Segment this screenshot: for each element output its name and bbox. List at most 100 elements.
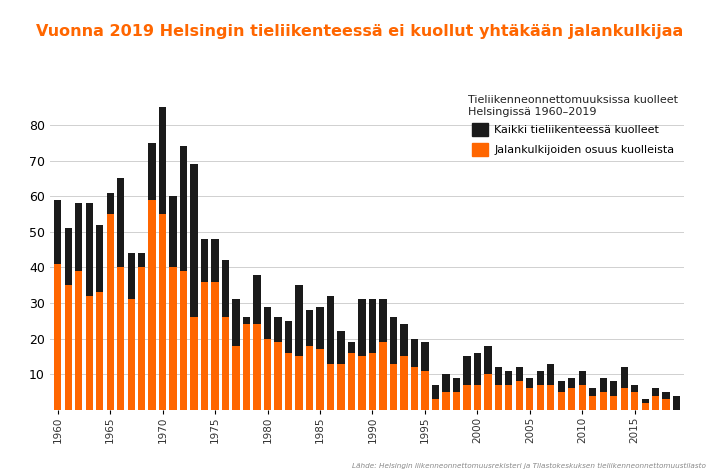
Bar [516,382,523,410]
Bar [453,392,460,410]
Bar [495,385,502,410]
Bar [621,367,628,410]
Bar [589,396,596,410]
Bar [568,389,575,410]
Bar [432,385,439,410]
Bar [410,339,418,410]
Bar [579,385,586,410]
Bar [54,200,61,410]
Bar [442,392,449,410]
Bar [191,317,198,410]
Bar [306,310,313,410]
Bar [359,357,366,410]
Bar [127,253,135,410]
Bar [327,364,334,410]
Bar [536,385,544,410]
Bar [201,282,208,410]
Bar [369,300,376,410]
Bar [274,342,282,410]
Bar [652,396,660,410]
Bar [295,285,302,410]
Bar [243,317,251,410]
Bar [316,349,324,410]
Bar [107,193,114,410]
Bar [222,260,229,410]
Bar [642,403,649,410]
Bar [400,357,408,410]
Bar [589,389,596,410]
Bar [117,268,125,410]
Bar [75,271,82,410]
Bar [75,203,82,410]
Bar [610,382,617,410]
Bar [516,367,523,410]
Bar [390,364,397,410]
Bar [285,321,292,410]
Bar [432,399,439,410]
Bar [379,342,387,410]
Bar [96,225,104,410]
Bar [526,378,534,410]
Bar [379,300,387,410]
Bar [631,385,639,410]
Bar [505,371,513,410]
Text: Lähde: Helsingin liikenneonnettomuusrekisteri ja Tilastokeskuksen tieliikenneonn: Lähde: Helsingin liikenneonnettomuusreki… [352,463,706,469]
Bar [148,200,156,410]
Bar [54,264,61,410]
Bar [410,367,418,410]
Bar [159,107,166,410]
Bar [86,203,93,410]
Bar [421,342,428,410]
Bar [369,353,376,410]
Bar [127,300,135,410]
Bar [673,396,680,410]
Bar [484,346,492,410]
Bar [453,378,460,410]
Bar [264,307,271,410]
Bar [243,325,251,410]
Bar [264,339,271,410]
Bar [295,357,302,410]
Bar [96,292,104,410]
Bar [421,371,428,410]
Bar [306,346,313,410]
Bar [285,353,292,410]
Bar [600,378,607,410]
Bar [474,353,481,410]
Bar [557,392,565,410]
Bar [359,300,366,410]
Bar [233,300,240,410]
Bar [547,385,554,410]
Bar [484,374,492,410]
Bar [191,164,198,410]
Bar [201,239,208,410]
Bar [274,317,282,410]
Bar [495,367,502,410]
Bar [327,296,334,410]
Bar [233,346,240,410]
Bar [662,399,670,410]
Bar [474,385,481,410]
Bar [337,332,345,410]
Bar [505,385,513,410]
Text: Vuonna 2019 Helsingin tieliikenteessä ei kuollut yhtäkään jalankulkijaa: Vuonna 2019 Helsingin tieliikenteessä ei… [37,24,683,39]
Bar [337,364,345,410]
Bar [463,385,471,410]
Bar [642,399,649,410]
Bar [568,378,575,410]
Bar [117,179,125,410]
Bar [316,307,324,410]
Bar [138,268,145,410]
Bar [547,364,554,410]
Bar [390,317,397,410]
Bar [557,382,565,410]
Bar [65,228,72,410]
Bar [631,392,639,410]
Bar [652,389,660,410]
Bar [180,146,187,410]
Bar [169,268,177,410]
Bar [348,353,355,410]
Bar [212,282,219,410]
Bar [526,389,534,410]
Bar [86,296,93,410]
